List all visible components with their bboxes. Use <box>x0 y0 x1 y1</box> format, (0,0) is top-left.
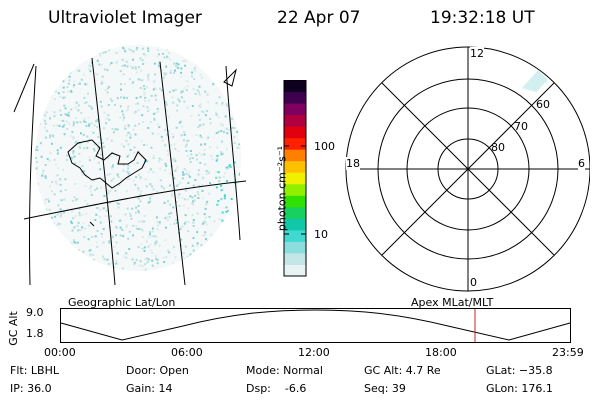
polar-grid <box>345 46 590 292</box>
timeline-left-title: Geographic Lat/Lon <box>68 296 176 309</box>
timeline-ytick-low: 1.8 <box>26 327 44 340</box>
timeline-xtick-3: 18:00 <box>425 346 457 359</box>
info-mode: Mode: Normal <box>246 364 323 377</box>
info-gc-alt: GC Alt: 4.7 Re <box>364 364 441 377</box>
info-ip: IP: 36.0 <box>10 382 52 395</box>
info-filter: Flt: LBHL <box>10 364 59 377</box>
mlt-label-6: 6 <box>578 157 585 170</box>
image-date: 22 Apr 07 <box>277 8 361 28</box>
altitude-curve <box>60 309 571 341</box>
timeline-xtick-4: 23:59 <box>552 346 584 359</box>
instrument-title: Ultraviolet Imager <box>48 8 202 28</box>
timeline-xtick-2: 12:00 <box>298 346 330 359</box>
info-gain: Gain: 14 <box>126 382 173 395</box>
mlat-label-70: 70 <box>514 120 528 133</box>
geographic-image <box>13 45 247 286</box>
timeline-right-title: Apex MLat/MLT <box>411 296 494 309</box>
colorbar-gradient <box>284 80 306 277</box>
mlt-label-18: 18 <box>346 157 360 170</box>
mlt-label-12: 12 <box>470 47 484 60</box>
timeline-plot <box>60 308 571 343</box>
mlat-label-80: 80 <box>491 141 505 154</box>
timeline-yaxis-label: GC Alt <box>6 311 20 346</box>
info-dsp: Dsp: -6.6 <box>246 382 307 395</box>
colorbar-tick-10: 10 <box>314 228 328 241</box>
colorbar <box>283 80 307 277</box>
colorbar-tick-100: 100 <box>314 140 335 153</box>
coastline <box>67 68 237 227</box>
info-door: Door: Open <box>126 364 189 377</box>
colorbar-unit: photon cm⁻²s⁻¹ <box>275 145 289 232</box>
info-glat: GLat: −35.8 <box>486 364 553 377</box>
lat-lon-grid <box>13 57 247 286</box>
timeline-xtick-1: 06:00 <box>171 346 203 359</box>
info-seq: Seq: 39 <box>364 382 406 395</box>
timeline-xtick-0: 00:00 <box>44 346 76 359</box>
polar-emission <box>522 70 548 92</box>
mlt-label-0: 0 <box>470 276 477 289</box>
image-time: 19:32:18 UT <box>430 8 535 28</box>
info-glon: GLon: 176.1 <box>486 382 553 395</box>
timeline-ytick-high: 9.0 <box>26 306 44 319</box>
mlat-label-60: 60 <box>536 98 550 111</box>
